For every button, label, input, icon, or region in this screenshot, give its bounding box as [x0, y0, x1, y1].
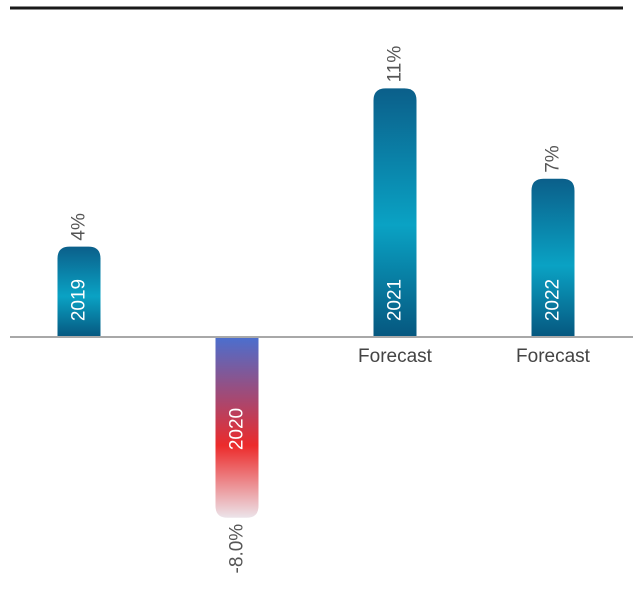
- bar-category-label: 2019: [69, 279, 90, 321]
- bar-2019: [57, 246, 101, 337]
- forecast-note: Forecast: [516, 346, 591, 367]
- bar-category-label: 2022: [543, 279, 564, 321]
- value-label: 11%: [385, 46, 406, 83]
- bar-category-label: 2020: [227, 408, 248, 450]
- value-label: 4%: [69, 213, 90, 241]
- value-label: -8.0%: [227, 524, 248, 574]
- value-label: 7%: [543, 145, 564, 173]
- bar-2022: [531, 178, 575, 337]
- bar-2021: [373, 88, 417, 338]
- bar-category-label: 2021: [385, 279, 406, 321]
- forecast-note: Forecast: [358, 346, 433, 367]
- bar-2020: [215, 337, 259, 518]
